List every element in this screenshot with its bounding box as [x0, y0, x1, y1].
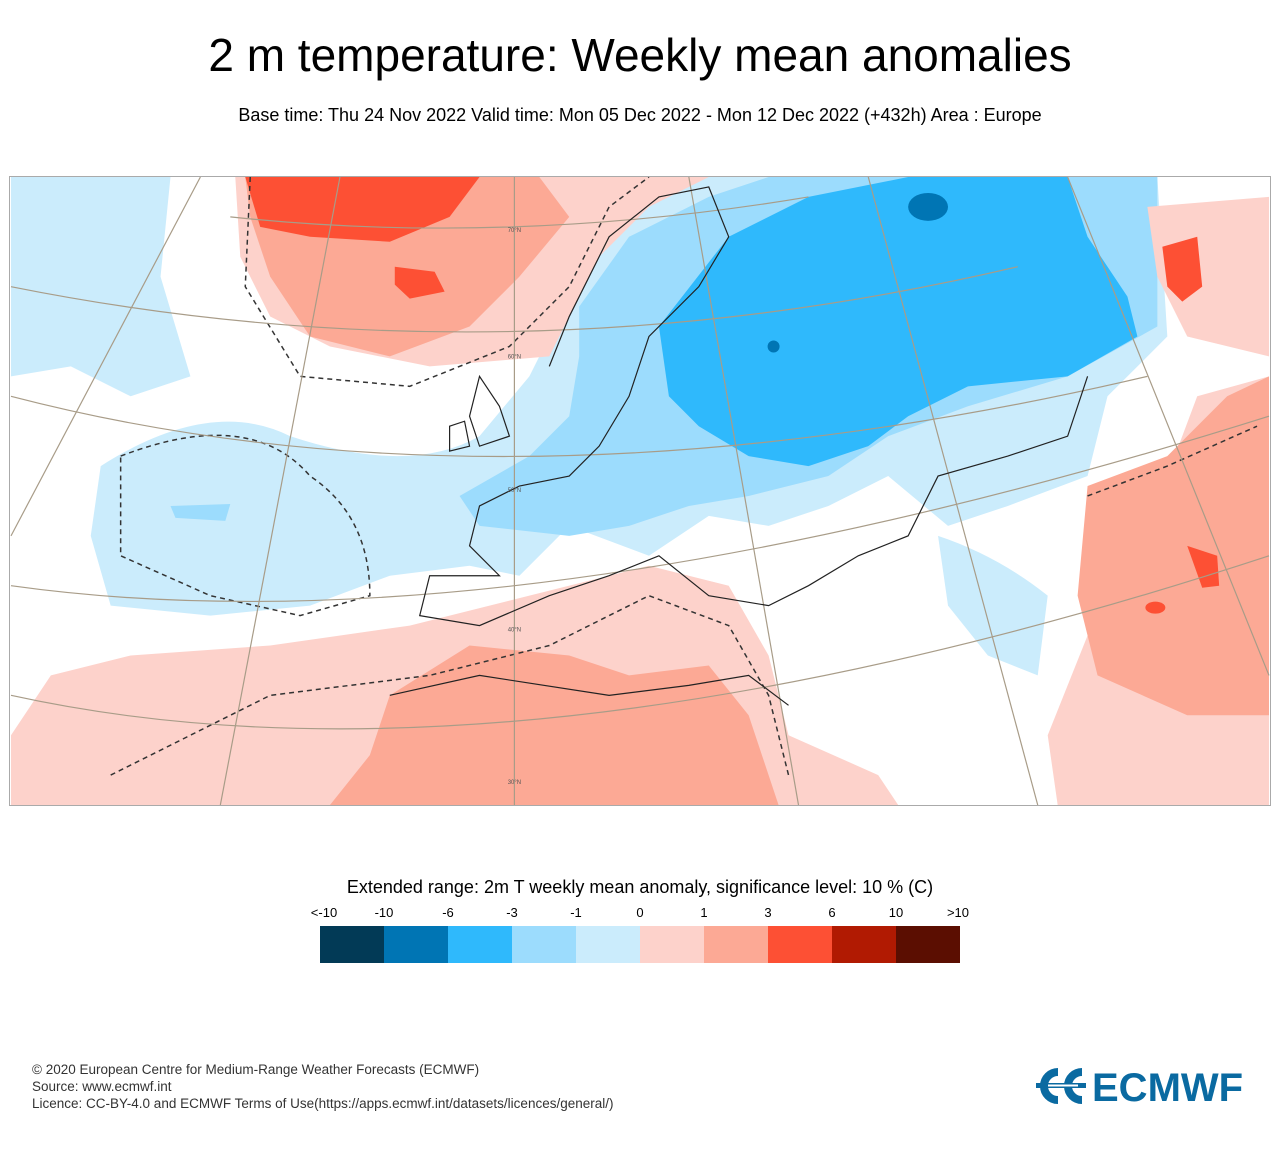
legend-tick-label: 10 — [888, 905, 904, 920]
coastline — [449, 420, 471, 452]
legend-swatch — [768, 926, 832, 963]
latitude-label: 60°N — [508, 354, 521, 360]
subtitle: Base time: Thu 24 Nov 2022 Valid time: M… — [238, 105, 1042, 125]
latitude-line-40 — [10, 415, 1270, 603]
legend-tick-label: -6 — [442, 905, 454, 920]
meridian — [688, 177, 800, 805]
legend-swatch — [896, 926, 960, 963]
source: Source: www.ecmwf.int — [32, 1079, 172, 1094]
legend-swatch — [704, 926, 768, 963]
latitude-label: 40°N — [508, 628, 521, 634]
meridian — [10, 177, 201, 537]
legend-tick-label: <-10 — [310, 905, 338, 920]
latitude-label: 50°N — [508, 488, 521, 494]
anomaly-region-red — [394, 266, 445, 299]
anomaly-region-red — [1145, 601, 1166, 614]
page-title: 2 m temperature: Weekly mean anomalies — [208, 29, 1072, 81]
legend-swatch — [448, 926, 512, 963]
latitude-label: 70°N — [508, 228, 521, 234]
legend-swatch — [640, 926, 704, 963]
anomaly-region-mid-blue — [170, 503, 231, 521]
ecmwf-logo: ECMWF — [1036, 1066, 1251, 1111]
licence: Licence: CC-BY-4.0 and ECMWF Terms of Us… — [32, 1096, 614, 1111]
coastline — [389, 674, 789, 706]
legend-swatch — [576, 926, 640, 963]
anomaly-region-red — [1162, 236, 1203, 302]
meridian — [219, 177, 341, 805]
legend-swatch — [320, 926, 384, 963]
significance-contour — [1087, 425, 1258, 497]
legend-swatch — [832, 926, 896, 963]
color-legend — [320, 926, 960, 963]
legend-swatch — [512, 926, 576, 963]
latitude-line-30 — [10, 555, 1270, 730]
legend-tick-label: 1 — [700, 905, 708, 920]
latitude-label: 30°N — [508, 780, 521, 786]
anomaly-region-salmon — [329, 645, 779, 805]
anomaly-region-salmon — [1077, 376, 1269, 716]
anomaly-region-blue — [658, 177, 1138, 467]
anomaly-region-red — [245, 177, 480, 242]
legend-tick-label: 3 — [764, 905, 772, 920]
anomaly-map: 70°N 60°N 50°N 40°N 30°N — [9, 176, 1271, 806]
anomaly-region-red — [1187, 545, 1220, 588]
significance-contour — [244, 177, 650, 388]
coastline — [468, 374, 511, 447]
latitude-line-60 — [10, 266, 1018, 333]
anomaly-region-light-blue — [11, 177, 191, 397]
copyright: © 2020 European Centre for Medium-Range … — [32, 1062, 480, 1077]
svg-text:ECMWF: ECMWF — [1092, 1066, 1243, 1106]
legend-tick-label: 0 — [636, 905, 644, 920]
anomaly-region-dark-blue — [767, 340, 780, 353]
legend-title: Extended range: 2m T weekly mean anomaly… — [346, 877, 934, 897]
anomaly-region-light-blue — [938, 535, 1048, 676]
anomaly-region-dark-blue — [908, 192, 949, 221]
latitude-line-50 — [10, 375, 1148, 458]
legend-tick-label: >10 — [946, 905, 970, 920]
legend-tick-label: 6 — [828, 905, 836, 920]
legend-swatch — [384, 926, 448, 963]
significance-contour — [119, 434, 371, 617]
coastline — [418, 186, 1089, 627]
legend-tick-label: -3 — [506, 905, 518, 920]
meridian — [867, 177, 1039, 805]
legend-tick-label: -10 — [374, 905, 394, 920]
meridian — [1067, 177, 1270, 676]
legend-tick-label: -1 — [570, 905, 582, 920]
